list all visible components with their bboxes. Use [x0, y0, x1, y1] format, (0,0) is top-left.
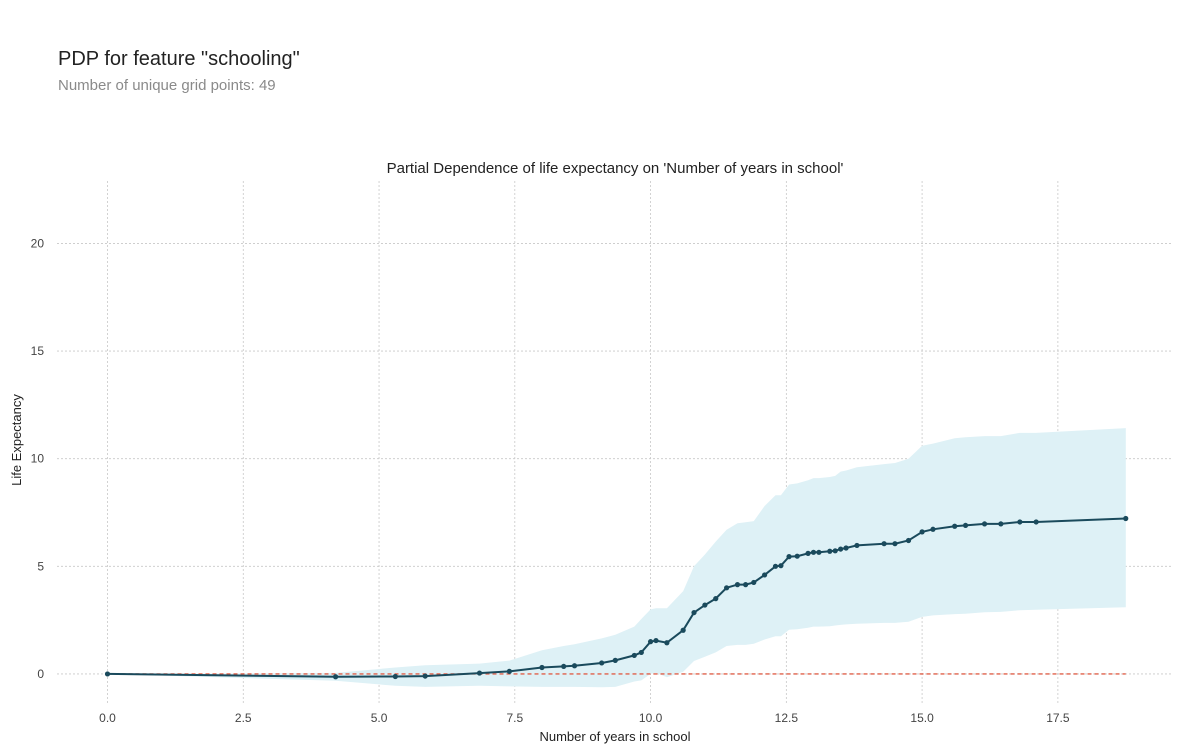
y-tick-label: 15 — [31, 344, 45, 358]
pdp-point — [892, 541, 898, 547]
pdp-point — [680, 627, 686, 633]
pdp-point — [599, 660, 605, 666]
pdp-point — [778, 563, 784, 569]
pdp-point — [571, 663, 578, 669]
pdp-point — [805, 550, 811, 556]
x-tick-label: 12.5 — [775, 711, 799, 725]
pdp-point — [981, 521, 988, 527]
pdp-point — [1123, 515, 1129, 522]
tick-labels-layer: 0.0 2.5 5.0 7.5 10.0 12.5 15.0 17.5 0 5 10 15 20 — [31, 236, 1070, 725]
x-axis-label: Number of years in school — [539, 729, 690, 744]
pdp-point — [702, 602, 708, 608]
pdp-point — [930, 526, 936, 532]
pdp-point — [713, 596, 719, 602]
pdp-point — [786, 554, 792, 560]
page-title: PDP for feature "schooling" — [58, 48, 300, 70]
pdp-point — [653, 637, 659, 644]
pdp-point — [631, 652, 637, 659]
pdp-point — [392, 673, 398, 680]
pdp-point — [612, 657, 618, 663]
pdp-point — [772, 563, 779, 569]
pdp-point — [743, 582, 749, 588]
pdp-point — [104, 671, 111, 677]
pdp-point — [843, 545, 849, 551]
pdp-point — [794, 553, 800, 559]
pdp-point — [751, 579, 757, 586]
pdp-point — [919, 529, 925, 535]
pdp-point — [1033, 519, 1039, 525]
pdp-point — [854, 542, 860, 549]
pdp-point — [1017, 519, 1023, 525]
chart-title: Partial Dependence of life expectancy on… — [387, 160, 844, 177]
pdp-point — [816, 549, 822, 555]
y-tick-label: 20 — [31, 236, 45, 250]
pdp-point — [724, 585, 730, 591]
y-tick-label: 0 — [37, 667, 44, 681]
confidence-band — [107, 428, 1126, 688]
pdp-point — [838, 546, 844, 552]
pdp-point — [691, 609, 697, 616]
pdp-point — [422, 673, 428, 679]
pdp-point — [810, 549, 817, 555]
pdp-point — [647, 639, 654, 645]
pdp-point — [905, 537, 912, 544]
pdp-point — [332, 674, 339, 680]
pdp-point — [952, 523, 958, 529]
pdp-point — [664, 640, 670, 646]
y-axis-label: Life Expectancy — [9, 394, 24, 486]
x-tick-label: 0.0 — [99, 711, 116, 725]
x-tick-label: 15.0 — [910, 711, 934, 725]
x-tick-label: 2.5 — [235, 711, 252, 725]
pdp-point — [881, 541, 887, 547]
confidence-band-layer — [107, 428, 1126, 688]
y-tick-label: 5 — [37, 559, 44, 573]
pdp-point — [762, 572, 768, 578]
pdp-point — [734, 582, 741, 588]
page-subtitle: Number of unique grid points: 49 — [58, 77, 276, 94]
header: PDP for feature "schooling" Number of un… — [58, 44, 300, 96]
pdp-point — [962, 522, 969, 529]
pdp-point — [506, 668, 512, 674]
x-tick-label: 17.5 — [1046, 711, 1070, 725]
pdp-point — [638, 649, 644, 656]
y-tick-label: 10 — [31, 452, 45, 466]
x-tick-label: 7.5 — [506, 711, 523, 725]
pdp-point — [827, 548, 833, 554]
pdp-points-layer — [104, 515, 1129, 680]
pdp-point — [998, 521, 1004, 527]
x-tick-label: 5.0 — [371, 711, 388, 725]
pdp-point — [539, 664, 545, 671]
pdp-point — [476, 670, 483, 676]
x-tick-label: 10.0 — [639, 711, 663, 725]
pdp-point — [832, 548, 838, 554]
pdp-point — [561, 663, 567, 670]
